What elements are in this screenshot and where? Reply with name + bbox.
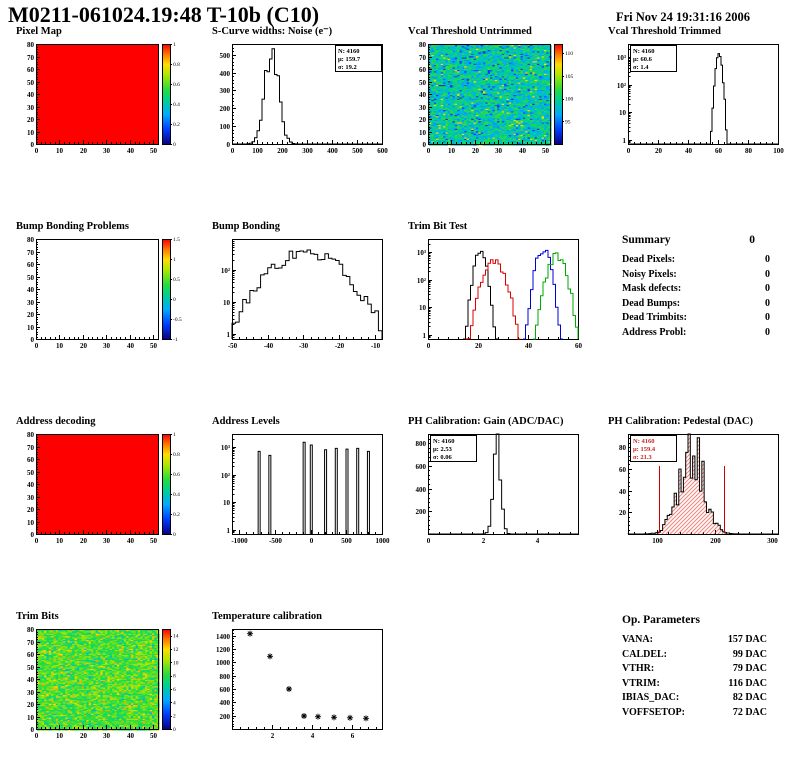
plot-title: Bump Bonding bbox=[212, 221, 280, 232]
summary-row-value: 0 bbox=[765, 283, 770, 294]
bump-bonding-chart bbox=[204, 233, 398, 363]
plot-bump-problems: Bump Bonding Problems bbox=[8, 221, 202, 365]
page-title: M0211-061024.19:48 T-10b (C10) bbox=[8, 2, 320, 27]
summary-row: Noisy Pixels: 0 bbox=[622, 268, 770, 283]
plot-ph-gain: PH Calibration: Gain (ADC/DAC) bbox=[400, 416, 594, 560]
plot-bump-bonding: Bump Bonding bbox=[204, 221, 398, 365]
plot-title: PH Calibration: Pedestal (DAC) bbox=[608, 416, 753, 427]
op-parameter-value: 82 DAC bbox=[732, 692, 767, 703]
summary-row-label: Address Probl: bbox=[622, 326, 687, 338]
summary-row: Mask defects: 0 bbox=[622, 282, 770, 297]
op-parameter-value: 79 DAC bbox=[732, 663, 767, 674]
summary-row-value: 0 bbox=[765, 312, 770, 323]
plot-title: Bump Bonding Problems bbox=[16, 221, 130, 232]
op-parameter-label: IBIAS_DAC: bbox=[622, 692, 680, 703]
op-parameter-row: VTRIM: 116 DAC bbox=[622, 677, 767, 692]
op-parameter-label: CALDEL: bbox=[622, 648, 668, 660]
summary-row-value: 0 bbox=[765, 254, 770, 265]
op-parameter-row: IBIAS_DAC: 82 DAC bbox=[622, 691, 767, 706]
summary-row-label: Noisy Pixels: bbox=[622, 268, 677, 280]
plot-temperature-calibration: Temperature calibration bbox=[204, 611, 398, 755]
plot-title: Address Levels bbox=[212, 416, 280, 427]
pixel-map-chart bbox=[8, 38, 202, 168]
trim-bits-chart bbox=[8, 623, 202, 753]
plot-title: Temperature calibration bbox=[212, 611, 322, 622]
op-parameter-row: VOFFSETOP: 72 DAC bbox=[622, 706, 767, 721]
summary-row: Address Probl: 0 bbox=[622, 326, 770, 341]
plot-title: PH Calibration: Gain (ADC/DAC) bbox=[408, 416, 564, 427]
summary-row-value: 0 bbox=[765, 297, 770, 309]
summary-panel: Summary 0 Dead Pixels: 0 Noisy Pixels: 0 M… bbox=[622, 234, 770, 340]
op-parameter-label: VTRIM: bbox=[622, 677, 660, 689]
op-parameter-row: VTHR: 79 DAC bbox=[622, 662, 767, 677]
op-parameter-value: 72 DAC bbox=[732, 706, 767, 718]
op-parameter-value: 157 DAC bbox=[727, 634, 767, 645]
plot-title: Trim Bits bbox=[16, 611, 59, 622]
address-levels-chart bbox=[204, 428, 398, 558]
plot-title: Trim Bit Test bbox=[408, 221, 468, 232]
plot-address-levels: Address Levels bbox=[204, 416, 398, 560]
plot-pixel-map: Pixel Map bbox=[8, 26, 202, 170]
op-parameter-row: CALDEL: 99 DAC bbox=[622, 648, 767, 663]
summary-row: Dead Pixels: 0 bbox=[622, 253, 770, 268]
op-parameters-panel: Op. Parameters VANA: 157 DAC CALDEL: 99 DA… bbox=[622, 614, 767, 720]
plot-title: Vcal Threshold Untrimmed bbox=[408, 26, 532, 37]
op-parameter-label: VANA: bbox=[622, 634, 653, 645]
summary-total: 0 bbox=[749, 234, 755, 246]
vcal-trimmed-chart bbox=[600, 38, 794, 168]
bump-problems-chart bbox=[8, 233, 202, 363]
plot-ph-pedestal: PH Calibration: Pedestal (DAC) bbox=[600, 416, 794, 560]
op-parameter-value: 99 DAC bbox=[732, 648, 767, 660]
plot-title: Pixel Map bbox=[16, 26, 62, 37]
summary-row-label: Dead Pixels: bbox=[622, 254, 676, 265]
summary-row: Dead Trimbits: 0 bbox=[622, 311, 770, 326]
summary-row-label: Dead Trimbits: bbox=[622, 312, 687, 323]
scurve-noise-chart bbox=[204, 38, 398, 168]
plot-scurve-noise: S-Curve widths: Noise (e⁻) bbox=[204, 26, 398, 170]
summary-row-label: Dead Bumps: bbox=[622, 297, 681, 309]
op-parameter-row: VANA: 157 DAC bbox=[622, 633, 767, 648]
trim-bit-test-chart bbox=[400, 233, 594, 363]
summary-row-value: 0 bbox=[765, 268, 770, 280]
op-parameters-title: Op. Parameters bbox=[622, 614, 700, 626]
address-decoding-chart bbox=[8, 428, 202, 558]
report-date: Fri Nov 24 19:31:16 2006 bbox=[616, 10, 751, 24]
vcal-untrimmed-chart bbox=[400, 38, 594, 168]
op-parameter-value: 116 DAC bbox=[728, 677, 767, 689]
op-parameter-label: VTHR: bbox=[622, 663, 655, 674]
temperature-calibration-chart bbox=[204, 623, 398, 753]
summary-row: Dead Bumps: 0 bbox=[622, 297, 770, 312]
plot-vcal-trimmed: Vcal Threshold Trimmed bbox=[600, 26, 794, 170]
ph-pedestal-chart bbox=[600, 428, 794, 558]
plot-trim-bit-test: Trim Bit Test bbox=[400, 221, 594, 365]
plot-trim-bits: Trim Bits bbox=[8, 611, 202, 755]
summary-title: Summary bbox=[622, 234, 671, 246]
summary-row-value: 0 bbox=[765, 326, 770, 338]
plot-vcal-untrimmed: Vcal Threshold Untrimmed bbox=[400, 26, 594, 170]
ph-gain-chart bbox=[400, 428, 594, 558]
summary-row-label: Mask defects: bbox=[622, 283, 682, 294]
plot-title: Vcal Threshold Trimmed bbox=[608, 26, 721, 37]
plot-address-decoding: Address decoding bbox=[8, 416, 202, 560]
plot-title: Address decoding bbox=[16, 416, 96, 427]
op-parameter-label: VOFFSETOP: bbox=[622, 706, 685, 718]
plot-title: S-Curve widths: Noise (e⁻) bbox=[212, 26, 333, 37]
